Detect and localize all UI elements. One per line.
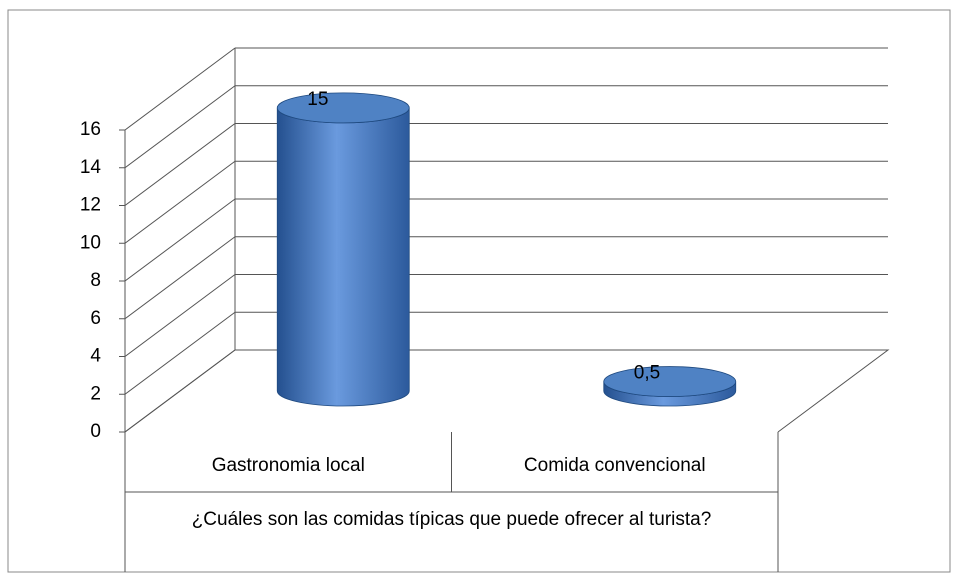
y-tick-label: 8 (90, 270, 101, 291)
grid-line (124, 349, 236, 433)
grid-line (124, 47, 236, 131)
y-tick-label: 10 (80, 232, 101, 253)
grid-line (124, 123, 236, 206)
grid-line (124, 160, 236, 244)
x-tick-label: Comida convencional (524, 455, 706, 476)
y-tick-label: 6 (90, 308, 101, 329)
y-tick-label: 0 (90, 421, 101, 442)
cylinder-top (276, 92, 410, 124)
grid-line (124, 311, 236, 395)
y-tick-label: 4 (90, 346, 101, 367)
x-tick-label: Gastronomia local (212, 455, 365, 476)
value-label: 15 (307, 89, 328, 110)
y-tick-label: 2 (90, 383, 101, 404)
grid-line (124, 85, 236, 169)
y-tick-label: 16 (80, 119, 101, 140)
y-tick-label: 12 (80, 195, 101, 216)
cylinder-body (276, 107, 410, 407)
value-label: 0,5 (634, 363, 660, 384)
cylinder-top (603, 366, 737, 397)
y-tick-label: 14 (80, 157, 102, 178)
chart-border (7, 9, 951, 573)
floor (124, 349, 890, 433)
grid-line (124, 198, 236, 282)
x-axis-title: ¿Cuáles son las comidas típicas que pued… (191, 509, 712, 530)
grid-line (124, 274, 236, 357)
grid-line (124, 236, 236, 320)
